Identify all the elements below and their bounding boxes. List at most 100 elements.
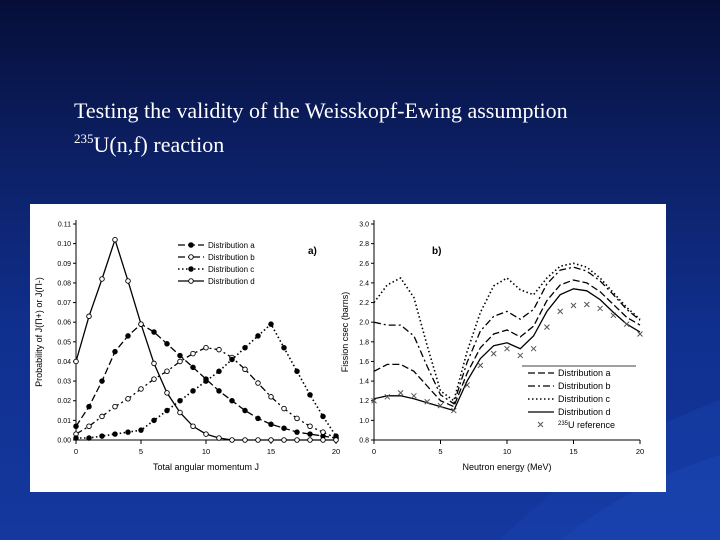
x-tick-label: 20: [332, 447, 340, 456]
series-line: [373, 262, 641, 403]
data-point: [125, 429, 131, 435]
y-tick-label: 2.4: [359, 280, 369, 287]
data-point: [99, 433, 105, 439]
legend-item: Distribution b: [528, 381, 611, 391]
data-point: [86, 313, 92, 320]
x-tick-label: 10: [503, 447, 511, 456]
data-point: [333, 437, 339, 443]
figure-svg: 0 5 10 15 20 0.00 0.01 0.02 0.03 0.04 0.05 0.06 0.07…: [34, 220, 644, 472]
data-point: [255, 380, 261, 386]
data-point: [177, 397, 183, 404]
y-tick-label: 2.2: [359, 300, 369, 307]
y-tick-label: 1.4: [359, 379, 369, 386]
data-point: [281, 344, 287, 351]
data-point: [464, 382, 470, 388]
y-tick-label: 0.08: [57, 280, 71, 287]
x-tick-label: 15: [267, 447, 275, 456]
x-tick-label: 15: [569, 447, 577, 456]
data-point: [477, 362, 484, 369]
y-tick-label: 3.0: [359, 222, 369, 229]
data-point: [504, 345, 510, 352]
y-tick-label: 0.05: [57, 339, 71, 346]
data-point: [281, 405, 287, 412]
data-point: [86, 403, 92, 410]
data-point: [138, 427, 144, 433]
data-point: [530, 345, 537, 352]
legend-item: Distribution d: [528, 407, 611, 417]
data-point: [151, 376, 157, 382]
data-point: [384, 393, 391, 400]
data-point: [216, 368, 222, 375]
legend-marker: [188, 254, 194, 260]
data-point: [164, 407, 170, 414]
data-point: [73, 435, 79, 441]
data-point: [203, 431, 209, 437]
data-point: [151, 329, 157, 335]
data-point: [151, 417, 157, 424]
data-point: [86, 435, 92, 441]
x-tick-label: 20: [636, 447, 644, 456]
y-axis-label: Probability of J(Π+) or J(Π-): [34, 277, 44, 387]
y-tick-label: 0.8: [359, 438, 369, 445]
data-point: [229, 397, 235, 404]
data-point: [216, 346, 222, 353]
chart-panel-2: 0 5 10 15 20 0.8 1.0 1.2 1.4 1.6 1.8 2.0 2.2 2.4 2.6 2.…: [340, 220, 644, 472]
data-point: [255, 415, 261, 422]
data-point: [268, 421, 274, 428]
data-point: [125, 333, 131, 339]
x-tick-label: 10: [202, 447, 210, 456]
legend-label: Distribution d: [208, 277, 255, 286]
legend-item: Distribution a: [528, 368, 611, 378]
legend-label: Distribution c: [558, 394, 611, 404]
series-1: [373, 279, 641, 408]
data-point: [177, 358, 183, 365]
legend: Distribution a Distribution b Distribution…: [522, 365, 636, 430]
data-point: [112, 348, 118, 355]
chart-panel-1: 0 5 10 15 20 0.00 0.01 0.02 0.03 0.04 0.05 0.06 0.07…: [34, 220, 340, 472]
data-point: [151, 360, 157, 367]
legend-marker: [188, 242, 194, 248]
data-point: [112, 431, 118, 437]
data-point: [242, 407, 248, 414]
data-point: [216, 435, 222, 441]
data-point: [177, 352, 183, 359]
x-tick-label: 5: [438, 447, 442, 456]
data-point: [307, 392, 313, 398]
data-point: [371, 397, 377, 404]
panel-label: b): [432, 246, 441, 257]
data-point: [570, 302, 577, 309]
legend-item: Distribution d: [178, 277, 255, 286]
y-tick-label: 0.06: [57, 320, 71, 327]
legend-label-rest: U reference: [568, 420, 615, 430]
series-line: [373, 288, 641, 412]
data-point: [203, 378, 209, 384]
data-point: [177, 409, 183, 416]
x-tick-label: 0: [74, 447, 78, 456]
data-point: [294, 368, 300, 375]
data-point: [294, 415, 300, 422]
data-point: [242, 366, 248, 373]
data-point: [255, 333, 261, 339]
data-point: [490, 350, 497, 357]
y-tick-label: 0.11: [58, 222, 71, 229]
data-point: [294, 437, 300, 443]
slide-title: Testing the validity of the Weisskopf-Ew…: [74, 98, 568, 123]
legend-item: Distribution c: [528, 394, 611, 404]
data-point: [281, 437, 287, 443]
legend-marker: [188, 266, 194, 272]
data-point: [99, 413, 105, 420]
series-4: [73, 236, 339, 443]
slide-subtitle: 235U(n,f) reaction: [74, 125, 224, 159]
data-point: [450, 407, 457, 414]
y-tick-label: 0.00: [57, 438, 71, 445]
data-point: [320, 413, 326, 420]
data-point: [73, 423, 79, 430]
data-point: [164, 368, 170, 375]
y-tick-label: 0.02: [57, 398, 71, 405]
legend-label-sup: 235: [558, 421, 569, 427]
data-point: [397, 390, 404, 396]
y-tick-label: 1.2: [359, 398, 369, 405]
x-axis-label: Neutron energy (MeV): [462, 462, 551, 472]
legend-label: Distribution d: [558, 407, 611, 417]
series-line: [373, 279, 641, 408]
